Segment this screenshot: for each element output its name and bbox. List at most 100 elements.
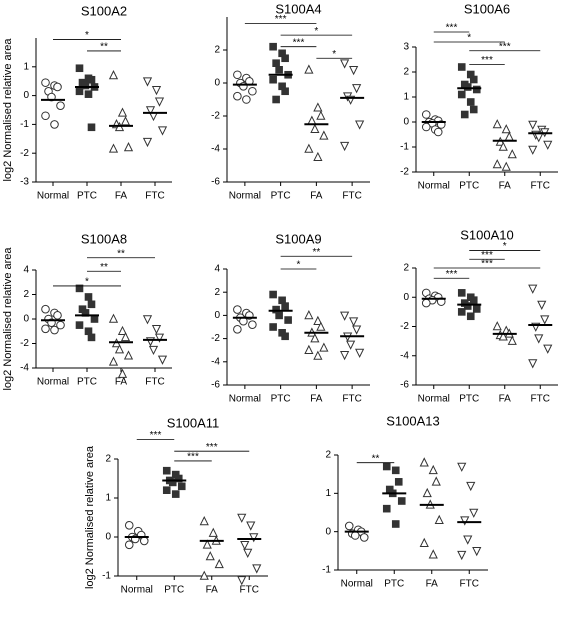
point <box>313 315 323 325</box>
panel: S100A8 log2 Normalised relative area -4 -2 0… <box>2 231 172 391</box>
point <box>457 63 466 71</box>
point <box>53 82 62 92</box>
x-tick-label: PTC <box>164 585 184 596</box>
point <box>151 86 162 96</box>
point <box>457 462 467 472</box>
y-tick-label: 0 <box>214 78 220 89</box>
y-tick-label: 2 <box>403 263 409 274</box>
point <box>75 87 84 96</box>
point <box>344 521 354 531</box>
point <box>142 315 153 325</box>
point <box>472 305 481 313</box>
y-tick-label: 2 <box>403 67 409 78</box>
point <box>457 550 467 561</box>
point <box>162 486 171 494</box>
point <box>498 141 508 151</box>
point <box>90 315 99 323</box>
point <box>123 350 134 360</box>
point <box>340 141 350 152</box>
x-tick-label: Normal <box>37 377 69 388</box>
y-tick-label: -4 <box>400 350 409 361</box>
x-tick-label: FTC <box>531 394 550 405</box>
x-tick-label: Normal <box>418 181 450 192</box>
point <box>269 75 277 84</box>
point <box>41 324 50 334</box>
point <box>237 513 247 523</box>
x-tick-label: Normal <box>229 191 261 202</box>
point <box>457 289 466 297</box>
point <box>108 70 119 80</box>
point <box>162 466 171 475</box>
point <box>124 521 134 530</box>
y-tick-label: -2 <box>211 111 220 122</box>
x-tick-label: PTC <box>384 579 404 590</box>
point <box>75 321 84 329</box>
panel-title: S100A11 <box>167 415 220 430</box>
y-tick-label: -1 <box>102 571 111 582</box>
point <box>391 520 400 528</box>
point <box>457 308 466 316</box>
y-tick-label: 2 <box>325 450 331 461</box>
point <box>117 107 128 117</box>
significance-label: ** <box>100 42 108 53</box>
point <box>272 95 280 104</box>
point <box>340 59 350 69</box>
point <box>421 110 431 119</box>
significance-label: *** <box>293 37 305 48</box>
y-tick-label: 0 <box>23 314 29 325</box>
point <box>457 90 466 99</box>
point <box>466 312 475 321</box>
y-tick-label: -6 <box>400 380 409 391</box>
y-tick-label: -1 <box>20 119 29 130</box>
point <box>281 87 289 96</box>
point <box>472 547 482 557</box>
point <box>466 70 475 79</box>
point <box>540 315 550 325</box>
x-tick-label: FA <box>310 191 323 202</box>
significance-label: *** <box>446 269 458 280</box>
panel-title: S100A8 <box>81 231 127 246</box>
y-tick-label: -4 <box>20 363 29 374</box>
point <box>154 333 165 343</box>
point <box>313 350 323 360</box>
point <box>284 316 292 324</box>
point <box>56 101 65 110</box>
point <box>340 311 350 321</box>
y-tick-label: -2 <box>20 338 29 349</box>
point <box>114 344 125 354</box>
point <box>385 485 394 494</box>
point <box>108 356 119 366</box>
point <box>168 478 177 487</box>
point <box>205 551 215 561</box>
panel-title: S100A2 <box>81 3 127 18</box>
point <box>528 359 538 369</box>
point <box>466 98 475 106</box>
significance-label: * <box>85 277 89 288</box>
panel: S100A2 log2 Normalised relative area -3 -2 -… <box>2 3 172 202</box>
y-tick-label: -6 <box>211 380 220 391</box>
point <box>108 313 119 323</box>
significance-label: * <box>314 26 318 37</box>
x-tick-label: FA <box>499 394 512 405</box>
point <box>53 311 62 320</box>
point <box>419 457 429 467</box>
x-tick-label: Normal <box>229 394 261 405</box>
point <box>56 320 65 330</box>
x-tick-label: FA <box>206 585 219 596</box>
point <box>419 537 429 547</box>
point <box>278 296 286 305</box>
point <box>460 110 469 119</box>
point <box>313 151 323 162</box>
point <box>87 300 96 309</box>
y-tick-label: 0 <box>325 526 331 537</box>
point <box>208 527 218 537</box>
y-axis-label: log2 Normalised relative area <box>2 38 14 182</box>
point <box>394 478 403 486</box>
point <box>507 149 517 159</box>
significance-label: *** <box>187 452 199 463</box>
point <box>304 309 314 320</box>
point <box>123 142 134 152</box>
significance-label: * <box>297 260 301 271</box>
